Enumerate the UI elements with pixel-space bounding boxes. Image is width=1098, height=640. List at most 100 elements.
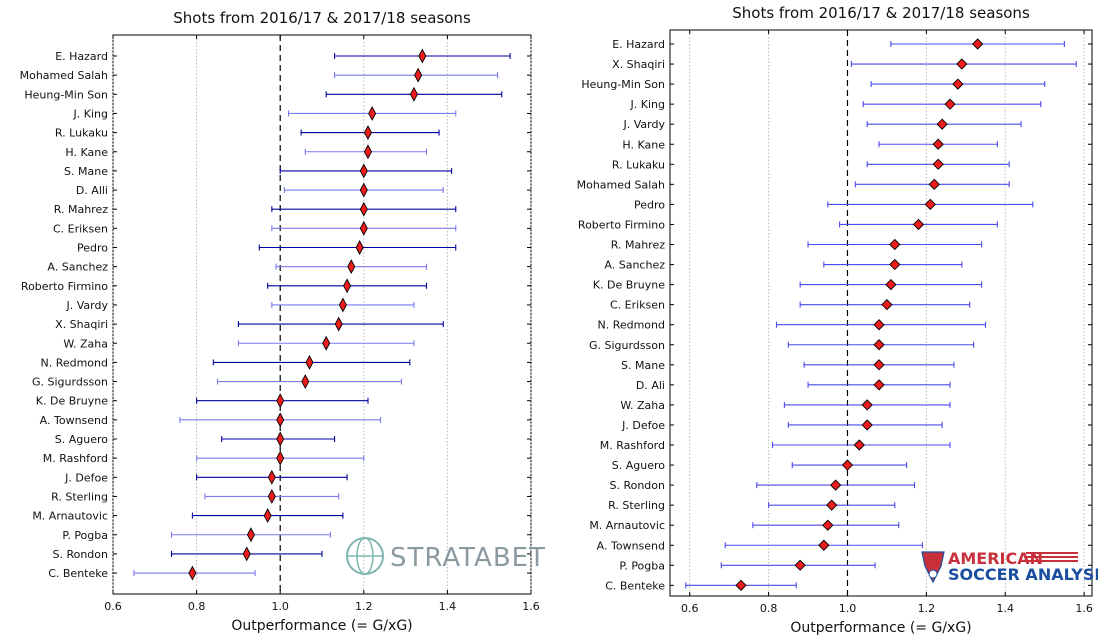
player-label: H. Kane — [65, 146, 108, 159]
player-label: C. Eriksen — [53, 222, 108, 235]
value-marker — [263, 508, 272, 524]
value-marker — [853, 439, 865, 451]
value-marker — [363, 125, 372, 141]
player-label: H. Kane — [622, 138, 665, 151]
player-label: S. Aguero — [55, 433, 109, 446]
player-label: J. Vardy — [623, 118, 666, 131]
player-label: G. Sigurdsson — [589, 339, 665, 352]
asa-wordmark-bottom: SOCCER ANALYSIS — [948, 565, 1098, 584]
player-label: A. Townsend — [597, 539, 665, 552]
value-marker — [944, 98, 956, 110]
x-tick-label: 1.6 — [1075, 602, 1093, 615]
chart-title: Shots from 2016/17 & 2017/18 seasons — [732, 4, 1030, 22]
player-label: C. Eriksen — [610, 299, 665, 312]
right-chart-panel: Shots from 2016/17 & 2017/18 seasons 0.6 0… — [577, 4, 1098, 636]
player-label: P. Pogba — [619, 559, 665, 572]
player-label: M. Arnautovic — [589, 519, 665, 532]
value-marker — [267, 469, 276, 485]
player-label: Heung-Min Son — [581, 78, 665, 91]
player-label: D. Alli — [76, 184, 108, 197]
player-label: W. Zaha — [63, 337, 108, 350]
player-label: J. King — [73, 107, 108, 120]
value-marker — [826, 499, 838, 511]
player-label: S. Rondon — [609, 479, 665, 492]
player-label: Mohamed Salah — [577, 178, 665, 191]
value-marker — [881, 299, 893, 311]
player-label: Pedro — [634, 198, 665, 211]
player-label: R. Sterling — [51, 490, 108, 503]
value-marker — [932, 138, 944, 150]
value-marker — [936, 118, 948, 130]
value-marker — [276, 431, 285, 447]
value-marker — [873, 319, 885, 331]
player-label: Mohamed Salah — [20, 69, 108, 82]
value-marker — [928, 178, 940, 190]
player-label: W. Zaha — [620, 399, 665, 412]
player-label: G. Sigurdsson — [32, 376, 108, 389]
value-marker — [956, 58, 968, 70]
player-label: K. De Bruyne — [36, 395, 108, 408]
player-label: S. Aguero — [612, 459, 666, 472]
value-marker — [363, 144, 372, 160]
x-axis-label: Outperformance (= G/xG) — [231, 618, 412, 634]
value-marker — [971, 38, 984, 50]
value-marker — [735, 579, 747, 591]
value-marker — [359, 163, 368, 179]
player-label: E. Hazard — [55, 50, 108, 63]
plot-frame — [112, 34, 532, 595]
value-marker — [322, 335, 331, 351]
player-label: J. Defoe — [64, 471, 108, 484]
asa-wordmark-top: AMERICAN — [948, 549, 1043, 568]
player-label: Pedro — [77, 242, 108, 255]
player-label: N. Redmond — [597, 319, 665, 332]
value-marker — [873, 359, 885, 371]
value-marker — [305, 354, 314, 370]
value-marker — [885, 278, 897, 291]
x-tick-label: 1.4 — [996, 602, 1014, 615]
value-marker — [952, 78, 964, 90]
value-marker — [873, 339, 885, 351]
stratabet-wordmark: STRATABET — [390, 543, 546, 573]
value-marker — [861, 399, 873, 411]
value-marker — [861, 419, 873, 431]
player-label: Roberto Firmino — [578, 218, 665, 231]
player-label: X. Shaqiri — [55, 318, 108, 331]
player-label: A. Sanchez — [47, 261, 108, 274]
player-label: R. Lukaku — [612, 158, 665, 171]
value-marker — [822, 519, 834, 531]
x-tick-label: 1.2 — [918, 602, 936, 615]
player-label: J. Defoe — [621, 419, 665, 432]
value-marker — [794, 559, 806, 571]
x-axis-label: Outperformance (= G/xG) — [790, 620, 971, 636]
value-marker — [276, 450, 285, 466]
value-marker — [924, 198, 936, 211]
player-label: R. Lukaku — [55, 127, 108, 140]
player-label: R. Sterling — [608, 499, 665, 512]
value-marker — [355, 240, 364, 255]
x-tick-label: 0.8 — [188, 600, 206, 613]
value-marker — [873, 379, 885, 391]
player-label: Roberto Firmino — [21, 280, 108, 293]
player-label: M. Arnautovic — [32, 510, 108, 523]
player-label: A. Sanchez — [604, 259, 665, 272]
player-label: K. De Bruyne — [593, 279, 665, 292]
player-label: S. Rondon — [52, 548, 108, 561]
x-tick-label: 1.0 — [271, 600, 289, 613]
value-marker — [246, 527, 255, 543]
player-label: E. Hazard — [612, 38, 665, 51]
value-marker — [841, 459, 854, 471]
player-label: S. Mane — [621, 359, 665, 372]
value-marker — [338, 297, 347, 313]
value-marker — [912, 218, 925, 231]
x-tick-label: 1.4 — [439, 600, 457, 613]
value-marker — [418, 48, 427, 64]
plot-frame — [669, 29, 1093, 597]
player-label: D. Ali — [636, 379, 665, 392]
player-label: C. Benteke — [48, 567, 108, 580]
value-marker — [368, 106, 377, 121]
left-chart-panel: Shots from 2016/17 & 2017/18 seasons 0.6 0… — [20, 9, 546, 634]
value-marker — [276, 412, 285, 428]
player-label: R. Mahrez — [54, 203, 108, 216]
player-label: Heung-Min Son — [24, 88, 108, 101]
